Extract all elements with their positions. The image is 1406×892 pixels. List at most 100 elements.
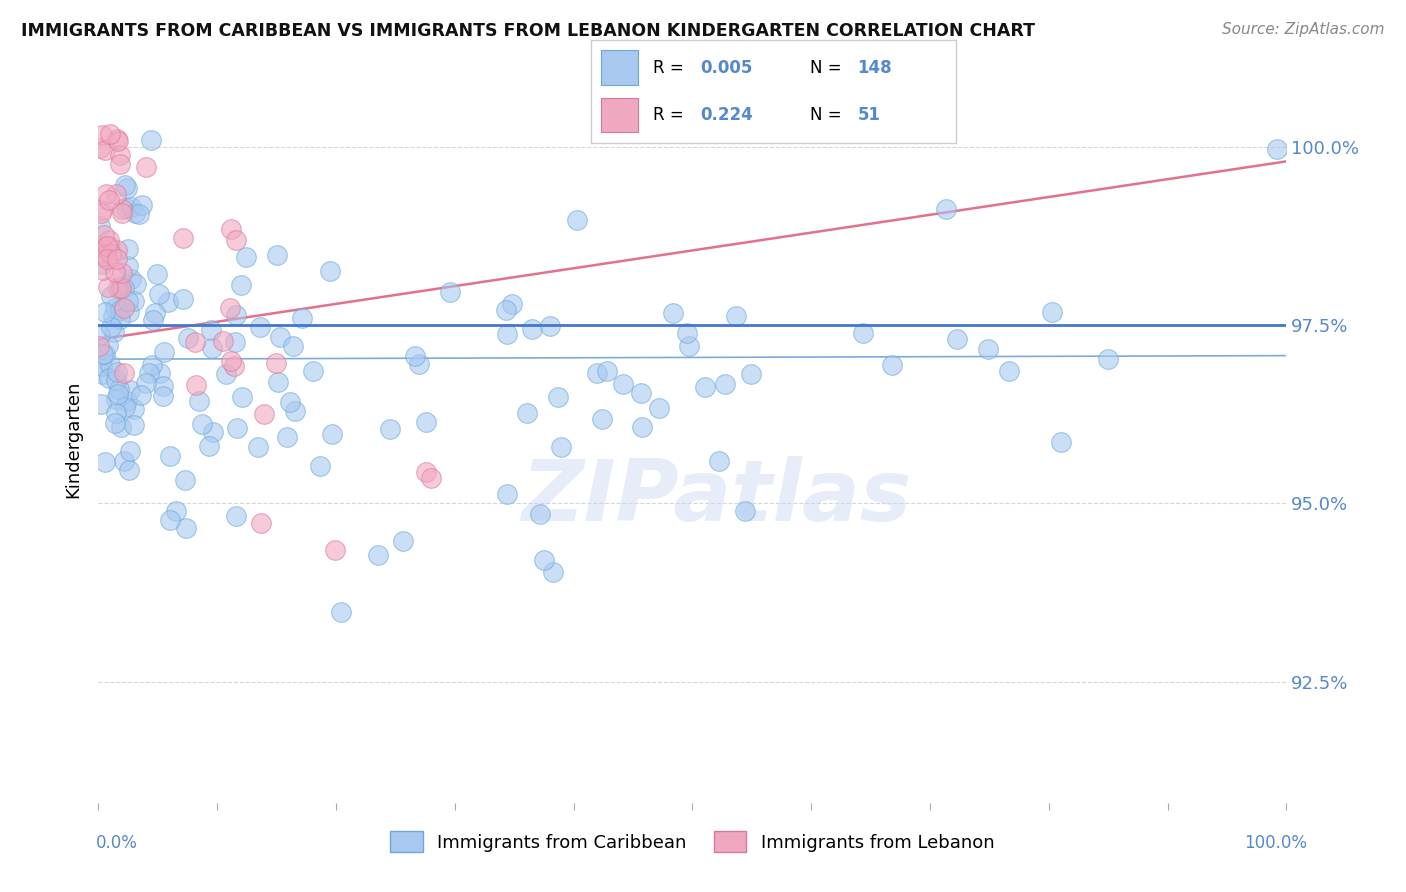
Point [105, 252, 128, 266]
Point [291, 311, 314, 326]
Point [91, 368, 114, 382]
Point [104, 265, 127, 279]
Point [420, 471, 443, 485]
Point [734, 504, 756, 518]
Point [107, 281, 129, 295]
Point [104, 405, 127, 419]
Point [231, 390, 253, 404]
Point [415, 415, 437, 429]
Point [91, 128, 114, 142]
Point [131, 198, 153, 212]
Point [111, 267, 134, 281]
Point [104, 416, 127, 430]
Point [935, 202, 957, 216]
Point [98, 371, 121, 385]
Point [281, 339, 304, 353]
Point [148, 366, 170, 380]
Point [94, 305, 117, 319]
Point [110, 148, 132, 162]
Point [998, 363, 1021, 377]
Point [172, 230, 194, 244]
Point [269, 329, 291, 343]
Point [219, 354, 242, 368]
Text: R =: R = [652, 59, 689, 77]
Point [226, 421, 249, 435]
Point [98, 233, 121, 247]
Text: 100.0%: 100.0% [1244, 834, 1308, 852]
Point [415, 465, 437, 479]
Point [246, 440, 269, 454]
Point [222, 359, 245, 373]
Point [200, 323, 222, 337]
Point [249, 320, 271, 334]
Point [538, 318, 561, 333]
Point [103, 301, 125, 315]
Point [378, 422, 401, 436]
Point [97, 279, 120, 293]
Point [96, 252, 118, 267]
Point [91, 203, 114, 218]
Point [612, 376, 634, 391]
Point [496, 487, 519, 501]
Point [115, 180, 138, 194]
Point [630, 386, 652, 401]
Point [90, 257, 112, 271]
Point [309, 458, 332, 473]
Point [117, 242, 139, 256]
Point [225, 509, 247, 524]
Point [105, 392, 128, 407]
Point [112, 454, 135, 468]
Point [91, 359, 114, 374]
Point [94, 186, 117, 201]
Point [90, 397, 112, 411]
Point [112, 280, 135, 294]
Text: ZIPatlas: ZIPatlas [522, 456, 911, 539]
Point [404, 349, 426, 363]
Point [90, 206, 112, 220]
Point [946, 332, 969, 346]
Point [91, 262, 114, 277]
Point [94, 143, 117, 157]
Point [547, 390, 569, 404]
Point [108, 157, 131, 171]
Point [596, 364, 619, 378]
Text: 51: 51 [858, 106, 880, 124]
Point [675, 326, 697, 341]
Text: N =: N = [810, 106, 846, 124]
Point [124, 206, 146, 220]
Bar [602, 50, 638, 86]
Point [112, 301, 135, 316]
Point [1265, 142, 1288, 156]
Point [159, 449, 181, 463]
Point [225, 233, 247, 247]
Point [329, 605, 352, 619]
Point [117, 293, 139, 308]
Point [111, 206, 134, 220]
Point [709, 453, 731, 467]
Point [118, 443, 141, 458]
Point [100, 320, 122, 334]
Point [253, 407, 276, 421]
Point [187, 394, 209, 409]
Point [108, 303, 131, 318]
Point [1040, 305, 1063, 319]
Point [96, 238, 118, 252]
Point [120, 271, 142, 285]
Point [121, 200, 143, 214]
Point [977, 343, 1000, 357]
Point [142, 313, 165, 327]
Point [367, 548, 389, 562]
Point [661, 306, 683, 320]
Point [198, 439, 221, 453]
Point [111, 202, 134, 216]
Point [543, 565, 565, 579]
Point [91, 347, 114, 361]
Point [229, 277, 252, 292]
Point [319, 263, 342, 277]
Point [89, 219, 111, 234]
Text: 148: 148 [858, 59, 891, 77]
Point [91, 241, 114, 255]
Point [156, 294, 179, 309]
Point [146, 267, 169, 281]
Point [107, 134, 129, 148]
